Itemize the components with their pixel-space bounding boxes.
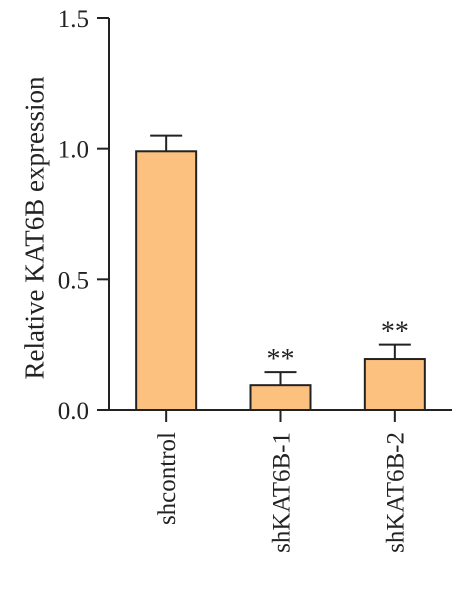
y-axis-label: Relative KAT6B expression [19, 76, 49, 379]
bar [249, 384, 312, 412]
y-tick-label: 1.5 [58, 6, 89, 33]
x-tick-label: shcontrol [154, 432, 181, 525]
x-tick-label: shKAT6B-1 [268, 432, 295, 553]
y-tick-label: 0.5 [58, 267, 89, 294]
y-ticks: 0.0 0.5 1.0 1.5 [58, 6, 109, 425]
significance-marker: ** [267, 344, 295, 375]
bar [135, 150, 198, 411]
category-labels: shcontrol shKAT6B-1 shKAT6B-2 [154, 410, 410, 553]
y-tick-label: 0.0 [58, 398, 89, 425]
y-tick-label: 1.0 [58, 137, 89, 164]
significance-marker: ** [381, 317, 409, 348]
bar [363, 358, 426, 412]
x-tick-label: shKAT6B-2 [383, 432, 410, 553]
bars: ** ** [135, 134, 426, 412]
